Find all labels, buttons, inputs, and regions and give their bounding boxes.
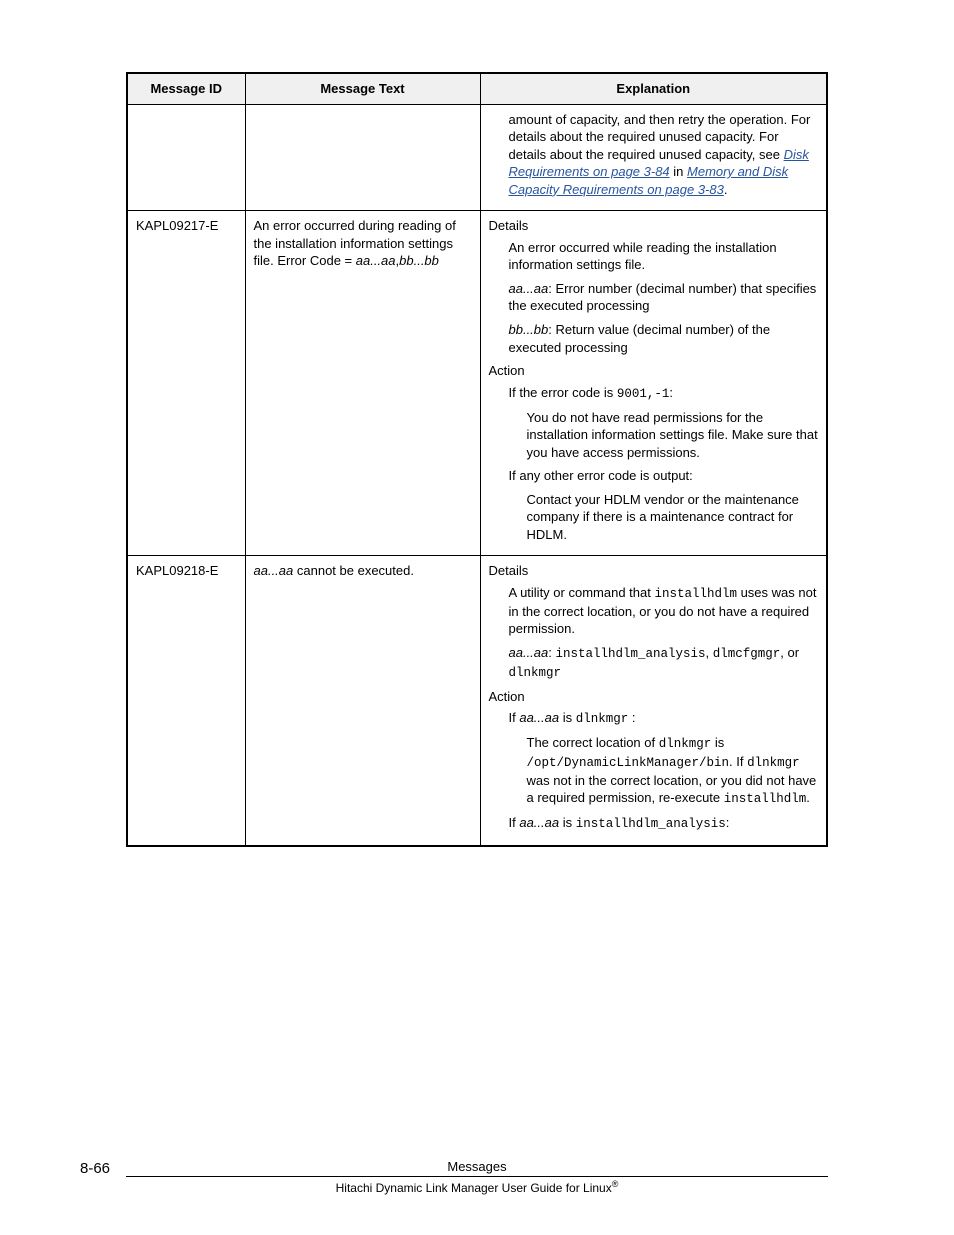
text-run: installhdlm bbox=[654, 587, 737, 601]
text-run: Contact your HDLM vendor or the maintena… bbox=[527, 492, 799, 542]
text-run: is bbox=[559, 710, 576, 725]
text-run: Details bbox=[489, 563, 529, 578]
cell-message-id bbox=[127, 104, 245, 211]
explanation-paragraph: If the error code is 9001,-1: bbox=[509, 384, 819, 403]
registered-mark: ® bbox=[612, 1179, 619, 1189]
text-run: aa...aa bbox=[356, 253, 396, 268]
text-run: If bbox=[509, 815, 520, 830]
text-run: , or bbox=[780, 645, 799, 660]
cell-explanation: Details A utility or command that install… bbox=[480, 556, 827, 846]
text-run: in bbox=[670, 164, 687, 179]
cell-message-text: An error occurred during reading of the … bbox=[245, 211, 480, 556]
footer-book-title: Hitachi Dynamic Link Manager User Guide … bbox=[0, 1179, 954, 1195]
cell-explanation: amount of capacity, and then retry the o… bbox=[480, 104, 827, 211]
text-run: dlnkmgr bbox=[576, 712, 629, 726]
explanation-paragraph: If aa...aa is installhdlm_analysis: bbox=[509, 814, 819, 833]
explanation-paragraph: An error occurred while reading the inst… bbox=[509, 239, 819, 274]
footer-section-title: Messages bbox=[0, 1159, 954, 1174]
text-run: , bbox=[706, 645, 713, 660]
text-run: aa...aa bbox=[509, 645, 549, 660]
text-run: 9001,-1 bbox=[617, 387, 670, 401]
explanation-paragraph: bb...bb: Return value (decimal number) o… bbox=[509, 321, 819, 356]
text-run: : bbox=[669, 385, 673, 400]
text-run: installhdlm_analysis bbox=[576, 817, 726, 831]
text-run: : Error number (decimal number) that spe… bbox=[509, 281, 817, 314]
explanation-paragraph: Details bbox=[489, 217, 819, 235]
explanation-paragraph: The correct location of dlnkmgr is /opt/… bbox=[527, 734, 819, 808]
text-run: : Return value (decimal number) of the e… bbox=[509, 322, 771, 355]
text-run: is bbox=[711, 735, 724, 750]
text-run: . If bbox=[729, 754, 747, 769]
explanation-paragraph: A utility or command that installhdlm us… bbox=[509, 584, 819, 638]
text-run: If the error code is bbox=[509, 385, 617, 400]
text-run: A utility or command that bbox=[509, 585, 655, 600]
explanation-paragraph: Details bbox=[489, 562, 819, 580]
text-run: : bbox=[548, 645, 555, 660]
text-run: : bbox=[726, 815, 730, 830]
text-run: Action bbox=[489, 689, 525, 704]
header-explanation: Explanation bbox=[480, 73, 827, 104]
cell-explanation: Details An error occurred while reading t… bbox=[480, 211, 827, 556]
header-message-text: Message Text bbox=[245, 73, 480, 104]
text-run: aa...aa bbox=[509, 281, 549, 296]
text-run: installhdlm_analysis bbox=[556, 647, 706, 661]
document-page: Message ID Message Text Explanation amou… bbox=[0, 0, 954, 1235]
text-run: is bbox=[559, 815, 576, 830]
text-run: Details bbox=[489, 218, 529, 233]
table-row: KAPL09218-Eaa...aa cannot be executed.De… bbox=[127, 556, 827, 846]
explanation-paragraph: Action bbox=[489, 362, 819, 380]
cell-message-id: KAPL09218-E bbox=[127, 556, 245, 846]
cell-message-text: aa...aa cannot be executed. bbox=[245, 556, 480, 846]
text-run: aa...aa bbox=[254, 563, 294, 578]
footer-rule bbox=[126, 1176, 828, 1177]
text-run: bb...bb bbox=[399, 253, 439, 268]
header-message-id: Message ID bbox=[127, 73, 245, 104]
text-run: aa...aa bbox=[519, 815, 559, 830]
cell-message-text bbox=[245, 104, 480, 211]
text-run: dlnkmgr bbox=[509, 666, 562, 680]
text-run: If any other error code is output: bbox=[509, 468, 693, 483]
page-footer: Messages Hitachi Dynamic Link Manager Us… bbox=[0, 1159, 954, 1195]
text-run: /opt/DynamicLinkManager/bin bbox=[527, 756, 730, 770]
text-run: If bbox=[509, 710, 520, 725]
text-run: The correct location of bbox=[527, 735, 659, 750]
explanation-paragraph: You do not have read permissions for the… bbox=[527, 409, 819, 462]
explanation-paragraph: aa...aa: installhdlm_analysis, dlmcfgmgr… bbox=[509, 644, 819, 682]
text-run: : bbox=[628, 710, 635, 725]
table-header-row: Message ID Message Text Explanation bbox=[127, 73, 827, 104]
text-run: aa...aa bbox=[519, 710, 559, 725]
text-run: You do not have read permissions for the… bbox=[527, 410, 818, 460]
text-run: dlnkmgr bbox=[747, 756, 800, 770]
explanation-paragraph: If any other error code is output: bbox=[509, 467, 819, 485]
explanation-paragraph: Action bbox=[489, 688, 819, 706]
text-run: cannot be executed. bbox=[293, 563, 414, 578]
text-run: dlnkmgr bbox=[659, 737, 712, 751]
text-run: . bbox=[724, 182, 728, 197]
text-run: dlmcfgmgr bbox=[713, 647, 781, 661]
cell-message-id: KAPL09217-E bbox=[127, 211, 245, 556]
text-run: Action bbox=[489, 363, 525, 378]
text-run: installhdlm bbox=[724, 792, 807, 806]
table-row: KAPL09217-EAn error occurred during read… bbox=[127, 211, 827, 556]
explanation-paragraph: amount of capacity, and then retry the o… bbox=[509, 111, 819, 199]
footer-book-title-text: Hitachi Dynamic Link Manager User Guide … bbox=[336, 1181, 612, 1195]
text-run: An error occurred while reading the inst… bbox=[509, 240, 777, 273]
messages-table: Message ID Message Text Explanation amou… bbox=[126, 72, 828, 847]
table-row: amount of capacity, and then retry the o… bbox=[127, 104, 827, 211]
explanation-paragraph: aa...aa: Error number (decimal number) t… bbox=[509, 280, 819, 315]
explanation-paragraph: If aa...aa is dlnkmgr : bbox=[509, 709, 819, 728]
text-run: . bbox=[806, 790, 810, 805]
text-run: amount of capacity, and then retry the o… bbox=[509, 112, 811, 162]
explanation-paragraph: Contact your HDLM vendor or the maintena… bbox=[527, 491, 819, 544]
table-body: amount of capacity, and then retry the o… bbox=[127, 104, 827, 846]
text-run: bb...bb bbox=[509, 322, 549, 337]
